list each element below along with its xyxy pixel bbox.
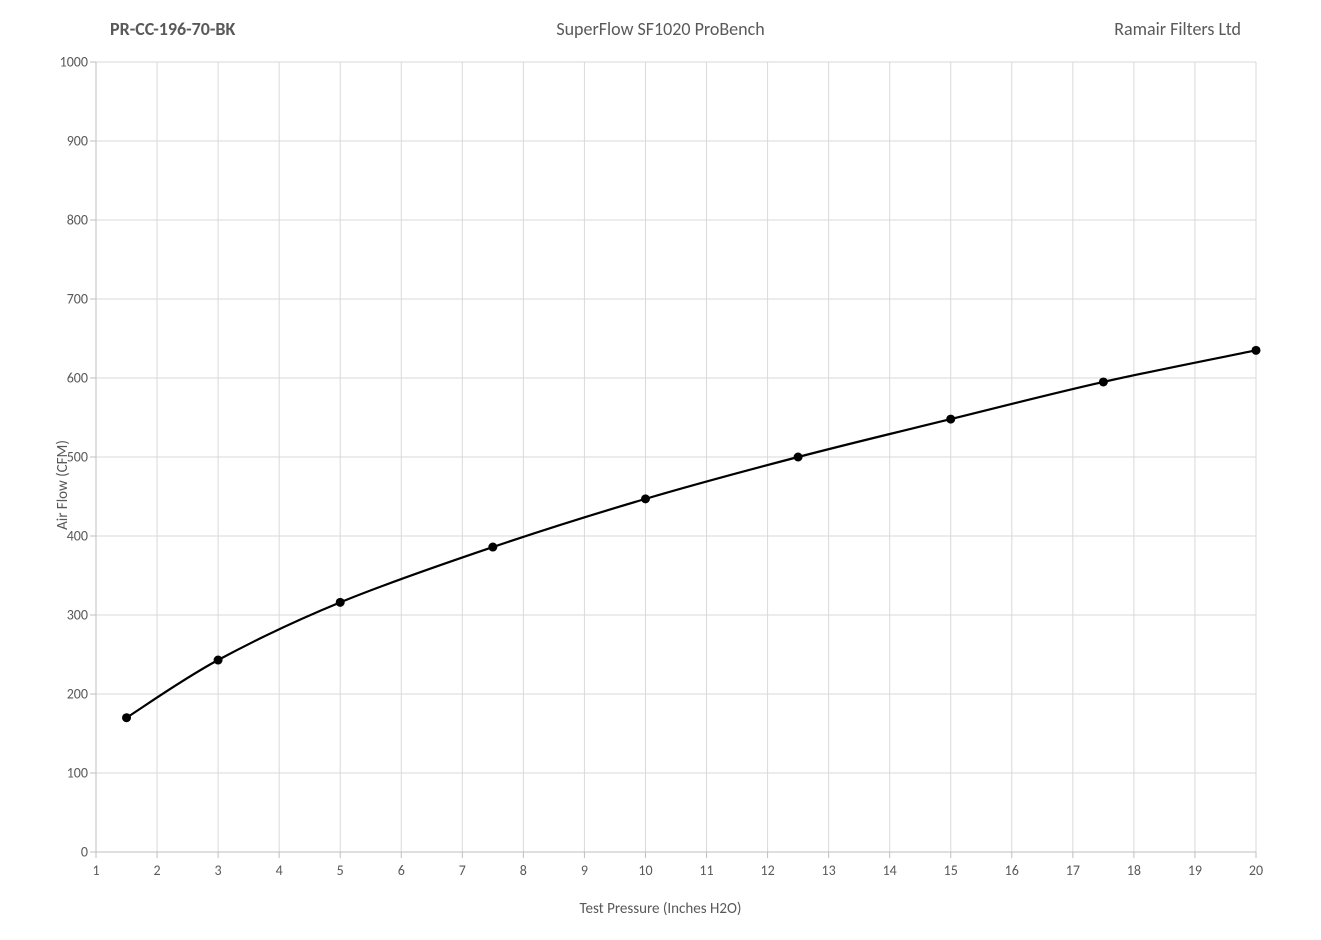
x-tick-label: 15 — [944, 862, 958, 879]
x-tick-label: 5 — [337, 862, 344, 879]
x-tick-label: 20 — [1249, 862, 1263, 879]
y-tick-label: 200 — [48, 686, 88, 703]
x-tick-label: 4 — [276, 862, 283, 879]
y-tick-label: 600 — [48, 370, 88, 387]
x-tick-label: 7 — [459, 862, 466, 879]
x-tick-label: 16 — [1005, 862, 1019, 879]
y-tick-label: 500 — [48, 449, 88, 466]
x-tick-label: 19 — [1188, 862, 1202, 879]
x-tick-label: 14 — [883, 862, 897, 879]
x-tick-label: 2 — [153, 862, 160, 879]
y-tick-label: 400 — [48, 528, 88, 545]
x-tick-label: 10 — [638, 862, 652, 879]
x-tick-label: 11 — [699, 862, 713, 879]
y-tick-label: 900 — [48, 133, 88, 150]
y-tick-label: 700 — [48, 291, 88, 308]
x-tick-label: 18 — [1127, 862, 1141, 879]
y-tick-label: 100 — [48, 765, 88, 782]
x-tick-label: 3 — [215, 862, 222, 879]
x-tick-label: 17 — [1066, 862, 1080, 879]
y-tick-label: 300 — [48, 607, 88, 624]
x-tick-label: 8 — [520, 862, 527, 879]
chart-svg — [96, 62, 1256, 852]
x-axis-label: Test Pressure (Inches H2O) — [0, 900, 1321, 918]
x-tick-label: 13 — [822, 862, 836, 879]
header-right-title: Ramair Filters Ltd — [1114, 18, 1241, 40]
y-tick-label: 1000 — [48, 54, 88, 71]
y-tick-label: 0 — [48, 844, 88, 861]
x-tick-label: 6 — [398, 862, 405, 879]
y-tick-label: 800 — [48, 212, 88, 229]
chart-header: PR-CC-196-70-BK SuperFlow SF1020 ProBenc… — [0, 18, 1321, 48]
chart-area: Air Flow (CFM) Test Pressure (Inches H2O… — [0, 50, 1321, 920]
x-tick-label: 9 — [581, 862, 588, 879]
x-tick-label: 12 — [760, 862, 774, 879]
x-tick-label: 1 — [92, 862, 99, 879]
